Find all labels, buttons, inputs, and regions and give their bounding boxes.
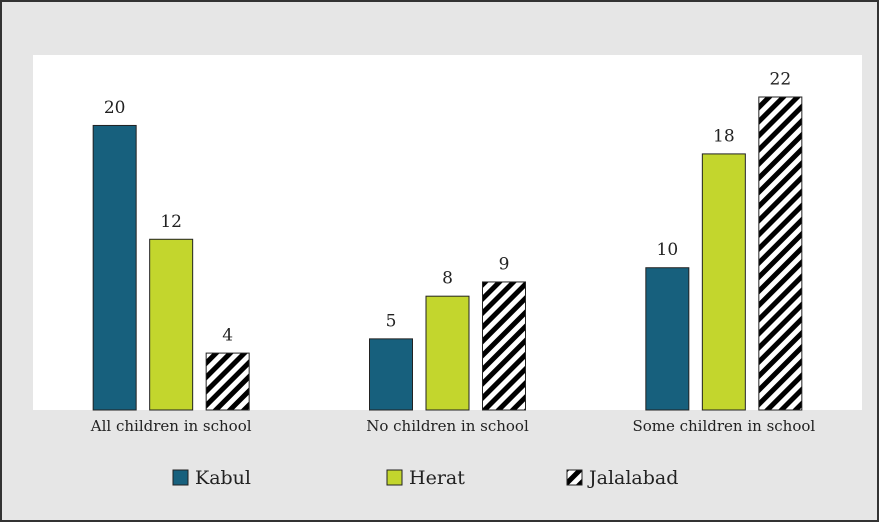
bar (758, 96, 803, 411)
data-label: 12 (160, 212, 182, 232)
bar (92, 124, 137, 411)
legend-label: Kabul (195, 467, 251, 489)
bar (205, 352, 250, 411)
legend-swatch (386, 469, 403, 486)
data-label: 20 (104, 98, 126, 118)
legend-label: Jalalabad (587, 467, 678, 489)
data-label: 4 (222, 326, 233, 346)
legend-swatch (566, 469, 583, 486)
x-tick-label: All children in school (90, 417, 252, 435)
x-tick-label: Some children in school (632, 417, 815, 435)
data-label: 22 (770, 70, 792, 90)
legend-swatch (172, 469, 189, 486)
bar (149, 238, 194, 411)
bar (482, 281, 526, 411)
data-label: 8 (442, 269, 453, 289)
legend-label: Herat (409, 467, 465, 489)
data-label: 5 (386, 311, 397, 331)
bar (369, 338, 413, 411)
data-label: 9 (499, 254, 510, 274)
bar (701, 153, 746, 411)
bar (425, 295, 470, 411)
x-tick-label: No children in school (366, 417, 529, 435)
bar (645, 267, 690, 411)
data-label: 18 (713, 126, 735, 146)
data-label: 10 (657, 240, 679, 260)
